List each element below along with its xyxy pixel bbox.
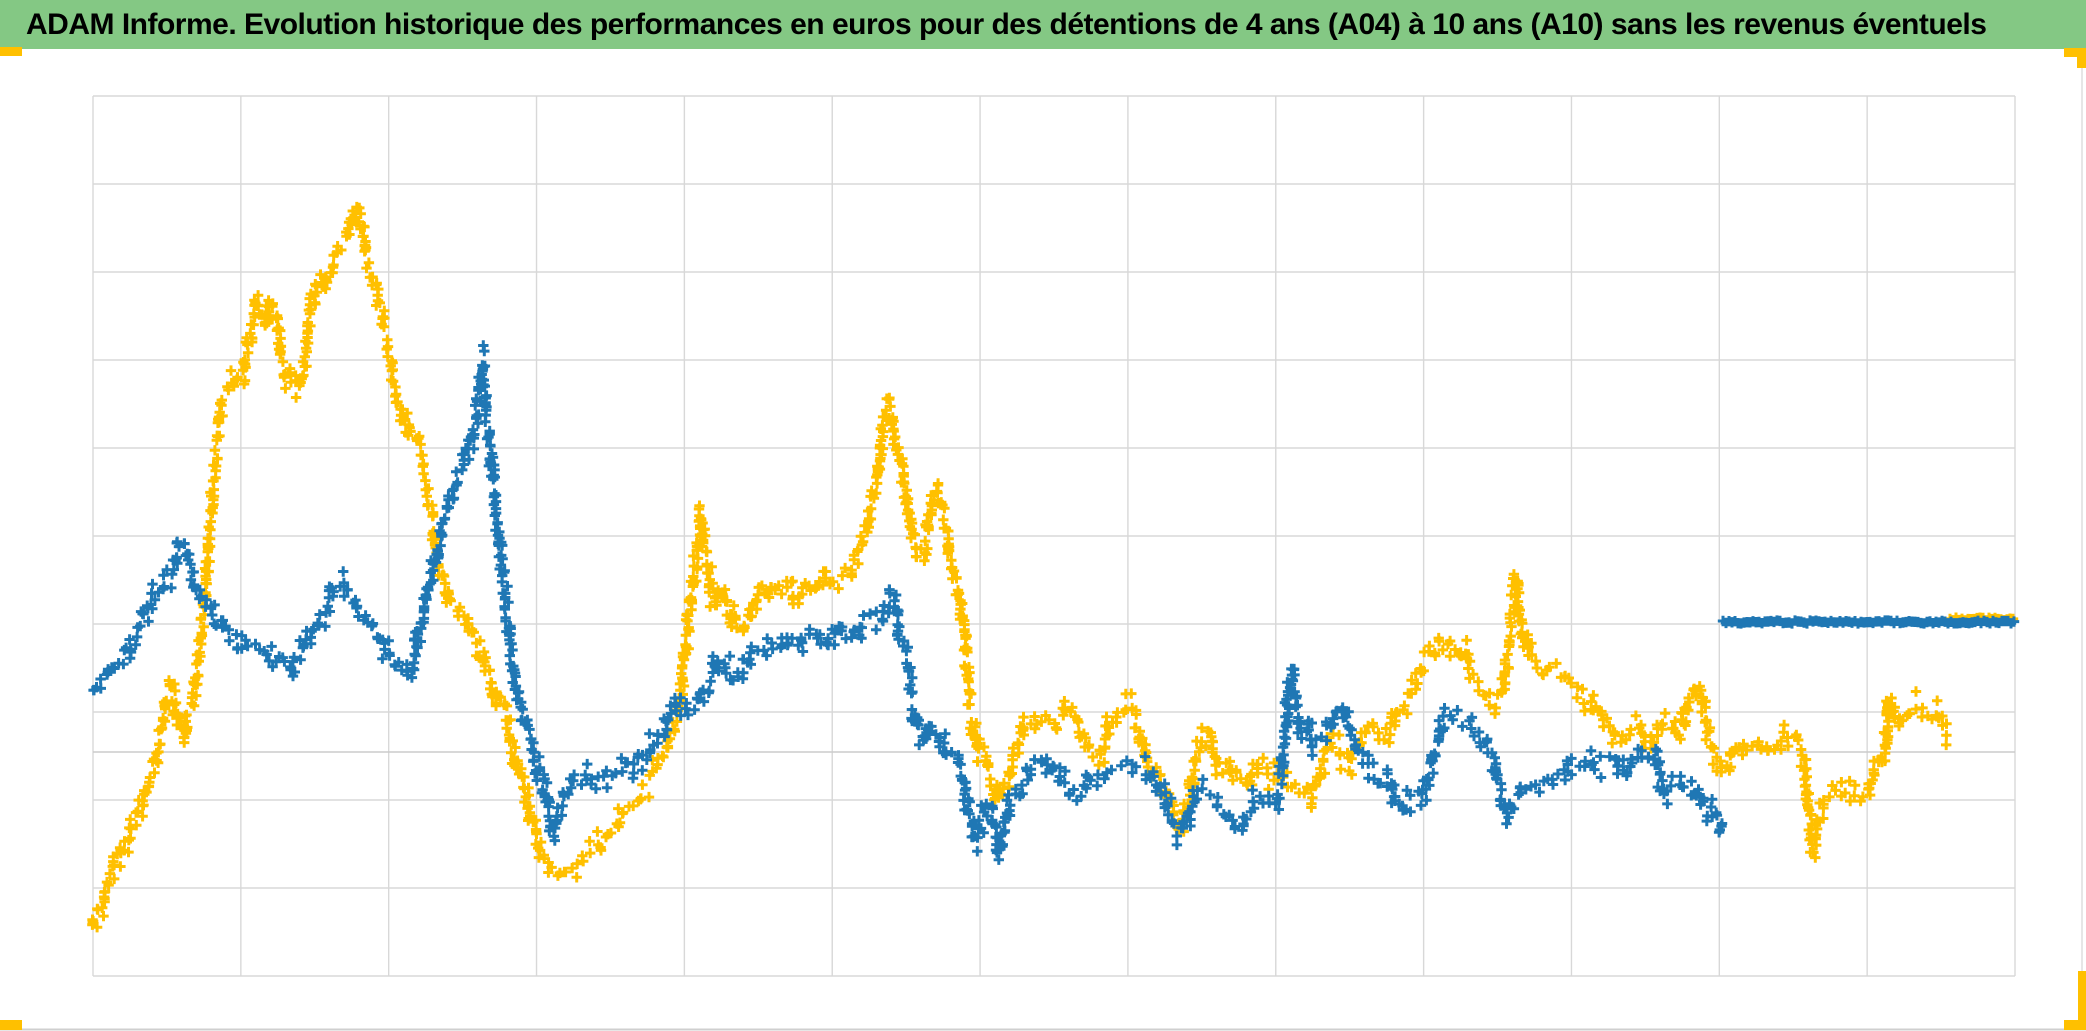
header-bar: ADAM Informe. Evolution historique des p…: [0, 0, 2086, 49]
accent-bottom-right-v: [2078, 971, 2086, 1029]
scatter-series-blue: [88, 340, 2020, 865]
frame-lines: [0, 56, 2086, 1031]
gridlines: [92, 95, 2016, 977]
accent-bottom-right-h: [2064, 1020, 2086, 1030]
accent-top-right-h: [2064, 48, 2086, 57]
accent-top-right-v: [2077, 48, 2086, 68]
accent-top-left: [0, 47, 22, 56]
series-yellow-markers: [87, 201, 2019, 933]
accent-bottom-left: [0, 1020, 22, 1030]
series-blue-markers: [88, 340, 2020, 865]
scatter-series-yellow: [87, 201, 2019, 933]
page-title: ADAM Informe. Evolution historique des p…: [26, 7, 1987, 41]
